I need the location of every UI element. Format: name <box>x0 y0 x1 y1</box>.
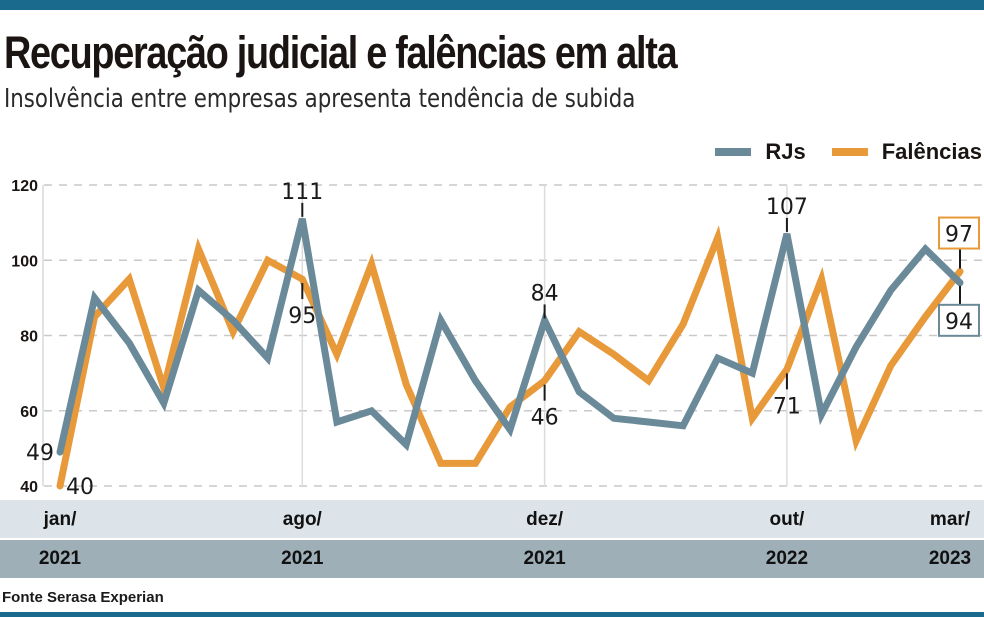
series-line-falencias <box>56 225 964 490</box>
x-axis-years-band: 2021 2021 2021 2022 2023 <box>0 540 984 578</box>
data-label-box <box>938 216 980 250</box>
x-tick-month: ago/ <box>282 509 322 530</box>
data-label: 46 <box>531 406 559 431</box>
x-tick-year: 2022 <box>765 548 809 569</box>
line-chart: 40 60 80 100 120 49 40 111 95 84 46 107 71 97 94 <box>11 178 984 500</box>
y-tick-label: 120 <box>11 178 38 195</box>
data-label: 97 <box>945 223 973 248</box>
data-label: 111 <box>281 180 323 205</box>
legend-label-falencias: Falências <box>881 139 982 164</box>
chart-title: Recuperação judicial e falências em alta <box>4 27 678 78</box>
legend-item-falencias: Falências <box>831 139 982 165</box>
legend-item-rjs: RJs <box>715 139 806 165</box>
series-lines <box>56 218 964 490</box>
top-accent-bar <box>0 0 984 10</box>
chart-subtitle: Insolvência entre empresas apresenta ten… <box>4 84 636 114</box>
x-tick-month: out/ <box>769 509 805 530</box>
y-tick-label: 100 <box>11 253 38 270</box>
data-label: 107 <box>766 195 808 220</box>
data-label: 95 <box>288 304 316 329</box>
x-tick-month: jan/ <box>43 509 77 530</box>
data-labels: 49 40 111 95 84 46 107 71 97 94 <box>26 180 980 500</box>
y-tick-label: 60 <box>20 404 38 421</box>
data-label: 71 <box>773 394 801 419</box>
x-tick-year: 2021 <box>281 548 324 569</box>
legend: RJs Falências <box>689 139 982 165</box>
x-tick-month: dez/ <box>526 509 564 530</box>
x-axis-months-band: jan/ago/dez/out/mar/ <box>0 500 984 538</box>
x-tick-year: 2023 <box>928 548 972 569</box>
data-label: 94 <box>945 310 973 335</box>
x-tick-year: 2021 <box>523 548 566 569</box>
y-axis-ticks: 40 60 80 100 120 <box>11 178 38 496</box>
data-label-box <box>938 303 980 337</box>
legend-label-rjs: RJs <box>765 139 806 164</box>
data-label: 40 <box>66 475 94 500</box>
x-tick-month: mar/ <box>929 509 971 530</box>
y-tick-label: 80 <box>20 329 38 346</box>
legend-swatch-falencias <box>831 148 868 156</box>
source-note: Fonte Serasa Experian <box>2 589 164 606</box>
x-tick-year: 2021 <box>38 548 82 569</box>
data-label: 84 <box>531 281 559 306</box>
data-label: 49 <box>26 441 54 466</box>
y-tick-label: 40 <box>20 479 38 496</box>
bottom-accent-bar <box>0 612 984 617</box>
legend-swatch-rjs <box>715 148 752 156</box>
